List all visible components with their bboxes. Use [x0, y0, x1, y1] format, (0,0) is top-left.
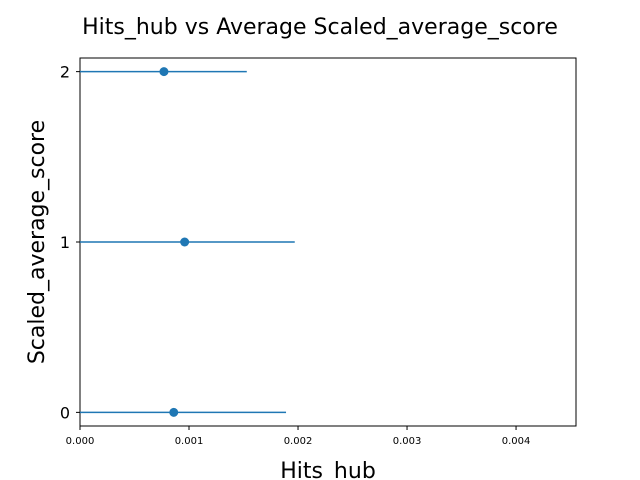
x-axis-label: Hits_hub	[280, 459, 376, 480]
x-tick-label: 0.003	[393, 436, 422, 447]
data-point	[169, 407, 179, 417]
y-axis-label: Scaled_average_score	[25, 120, 50, 364]
y-tick-label: 2	[60, 63, 70, 82]
x-tick-label: 0.000	[66, 436, 95, 447]
x-tick-label: 0.001	[175, 436, 204, 447]
y-tick-label: 0	[60, 403, 70, 422]
plot-area: 0.000 0.001 0.002 0.003 0.004 0 1 2	[60, 57, 577, 447]
x-tick-label: 0.002	[284, 436, 313, 447]
x-tick-label: 0.004	[502, 436, 531, 447]
chart-title: Hits_hub vs Average Scaled_average_score	[82, 15, 558, 40]
data-point	[159, 67, 169, 77]
y-tick-label: 1	[60, 233, 70, 252]
data-point	[180, 237, 190, 247]
